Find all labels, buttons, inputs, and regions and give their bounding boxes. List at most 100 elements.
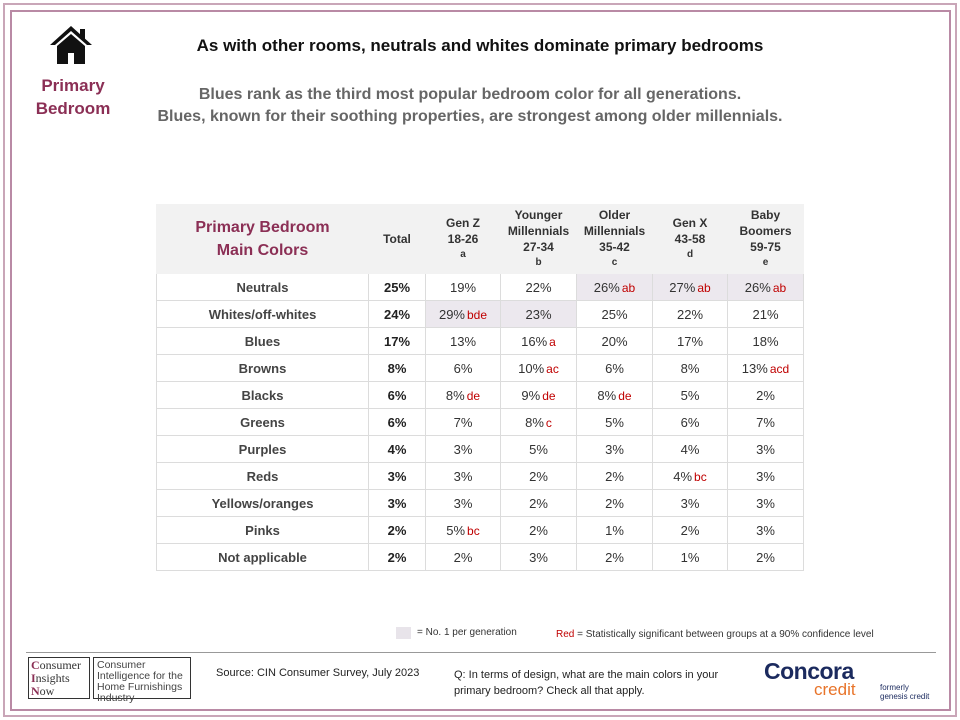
column-header: Gen X 43-58 d — [652, 204, 728, 274]
column-header-line: Total — [383, 232, 411, 246]
column-header-line: Gen X — [672, 216, 708, 230]
total-cell: 4% — [368, 435, 426, 463]
value-cell: 8% de — [425, 381, 501, 409]
value-cell: 2% — [500, 462, 577, 490]
cell-value: 4% — [673, 468, 693, 484]
column-header: Baby Boomers 59-75 e — [727, 204, 804, 274]
row-label: Not applicable — [156, 543, 369, 571]
cell-value: 6% — [680, 414, 700, 430]
column-letter: d — [686, 249, 694, 260]
column-header-line: 27-34 — [523, 240, 554, 254]
column-header-line: Older — [598, 208, 631, 222]
cell-value: 2% — [605, 468, 624, 484]
cell-value: 3% — [387, 468, 407, 484]
cell-value: 2% — [387, 549, 407, 565]
total-cell: 8% — [368, 354, 426, 382]
value-cell: 22% — [652, 300, 728, 328]
legend-red-word: Red — [556, 629, 575, 640]
table-row: Not applicable 2% 2% 3% 2% 1% 2% — [156, 543, 804, 571]
total-cell: 3% — [368, 462, 426, 490]
significance-marker: a — [549, 334, 556, 349]
column-header-line: Younger — [514, 208, 563, 222]
row-header-line: Primary Bedroom — [195, 219, 330, 236]
value-cell: 26% ab — [576, 273, 653, 301]
value-cell: 3% — [500, 543, 577, 571]
formerly-line: genesis credit — [880, 692, 930, 701]
value-cell: 26% ab — [727, 273, 804, 301]
row-label: Yellows/oranges — [156, 489, 369, 517]
value-cell: 2% — [500, 489, 577, 517]
table-row: Pinks 2% 5% bc 2% 1% 2% 3% — [156, 516, 804, 544]
cell-value: 1% — [680, 549, 700, 565]
value-cell: 6% — [425, 354, 501, 382]
significance-marker: de — [618, 388, 632, 403]
total-cell: 6% — [368, 408, 426, 436]
cell-value: 25% — [601, 306, 628, 322]
concora-credit: credit — [814, 680, 856, 699]
legend-no1-text: = No. 1 per generation — [417, 627, 517, 638]
cell-value: 2% — [680, 522, 700, 538]
cell-value: 4% — [680, 441, 700, 457]
cell-value: 2% — [756, 387, 775, 403]
question-note: Q: In terms of design, what are the main… — [454, 669, 719, 697]
significance-marker: ab — [772, 280, 787, 295]
value-cell: 3% — [727, 489, 804, 517]
page-title: As with other rooms, neutrals and whites… — [196, 36, 764, 55]
column-header-line: 18-26 — [447, 232, 479, 246]
row-label: Blacks — [156, 381, 369, 409]
cell-value: 3% — [605, 441, 624, 457]
column-header: Older Millennials 35-42 c — [576, 204, 653, 274]
cell-value: 3% — [756, 495, 775, 511]
legend-red-text: = Statistically significant between grou… — [574, 629, 874, 640]
colors-table: Primary Bedroom Main Colors Total Gen Z 18… — [156, 204, 804, 571]
cell-value: 8% — [387, 360, 407, 376]
value-cell: 20% — [576, 327, 653, 355]
cell-value: 3% — [453, 441, 473, 457]
significance-marker: acd — [769, 361, 790, 376]
cell-value: 9% — [521, 387, 541, 403]
cell-value: 22% — [676, 306, 704, 322]
cell-value: 2% — [529, 468, 548, 484]
row-label: Browns — [156, 354, 369, 382]
value-cell: 22% — [500, 273, 577, 301]
value-cell: 13% acd — [727, 354, 804, 382]
cin-logo-line: Insights — [31, 671, 70, 685]
table-header-row: Primary Bedroom Main Colors Total Gen Z 18… — [156, 204, 804, 274]
outer-frame — [3, 3, 957, 717]
table-row: Blues 17% 13% 16% a 20% 17% 18% — [156, 327, 804, 355]
cell-value: 7% — [453, 414, 473, 430]
value-cell: 2% — [576, 462, 653, 490]
cell-value: 6% — [605, 360, 624, 376]
value-cell: 17% — [652, 327, 728, 355]
source-note: Source: CIN Consumer Survey, July 2023 — [216, 667, 420, 679]
total-cell: 6% — [368, 381, 426, 409]
formerly-note: formerly genesis credit — [880, 683, 929, 701]
value-cell: 3% — [727, 462, 804, 490]
column-header-line: Boomers — [739, 224, 792, 238]
cell-value: 3% — [529, 549, 548, 565]
cell-value: 5% — [529, 441, 548, 457]
row-header-line: Main Colors — [216, 242, 309, 259]
value-cell: 2% — [576, 489, 653, 517]
value-cell: 2% — [500, 516, 577, 544]
cell-value: 18% — [752, 333, 779, 349]
cell-value: 3% — [453, 468, 473, 484]
value-cell: 16% a — [500, 327, 577, 355]
column-letter: a — [460, 249, 466, 260]
cell-value: 13% — [449, 333, 477, 349]
value-cell: 2% — [727, 381, 804, 409]
cell-value: 16% — [521, 333, 548, 349]
significance-marker: de — [466, 388, 481, 403]
significance-marker: ac — [546, 361, 559, 376]
row-label: Blues — [156, 327, 369, 355]
cell-value: 3% — [453, 495, 473, 511]
row-label: Pinks — [156, 516, 369, 544]
cell-value: 2% — [387, 522, 407, 538]
cell-value: 8% — [525, 414, 544, 430]
value-cell: 19% — [425, 273, 501, 301]
significance-marker: de — [542, 388, 556, 403]
cin-logo-line: Consumer — [31, 658, 81, 672]
table-row: Browns 8% 6% 10% ac 6% 8% 13% acd — [156, 354, 804, 382]
table-row: Neutrals 25% 19% 22% 26% ab 27% ab 26% ab — [156, 273, 804, 301]
value-cell: 2% — [576, 543, 653, 571]
